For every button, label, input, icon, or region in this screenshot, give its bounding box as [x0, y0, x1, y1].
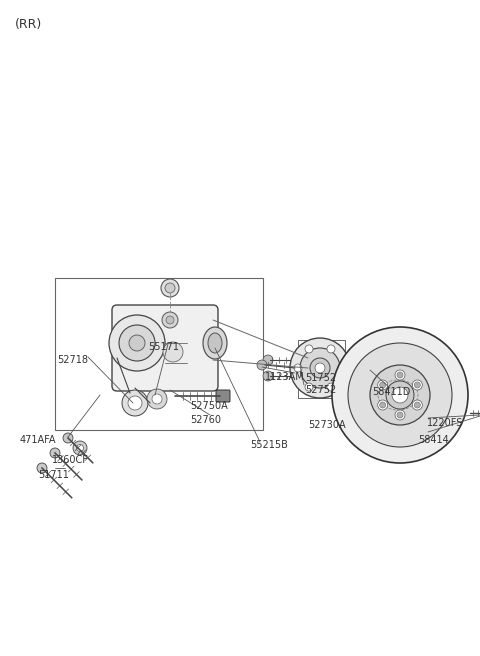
- Circle shape: [378, 400, 388, 410]
- Circle shape: [290, 338, 350, 398]
- Circle shape: [147, 389, 167, 409]
- Circle shape: [109, 315, 165, 371]
- Text: 52718: 52718: [57, 355, 88, 365]
- Text: 1360CF: 1360CF: [52, 455, 89, 465]
- FancyBboxPatch shape: [216, 390, 230, 402]
- Circle shape: [294, 364, 302, 372]
- Circle shape: [414, 402, 420, 408]
- Circle shape: [165, 283, 175, 293]
- Circle shape: [378, 380, 388, 390]
- Circle shape: [162, 312, 178, 328]
- Circle shape: [386, 381, 414, 409]
- Circle shape: [300, 348, 340, 388]
- Circle shape: [414, 382, 420, 388]
- Circle shape: [263, 371, 273, 381]
- Circle shape: [122, 390, 148, 416]
- Circle shape: [163, 342, 183, 362]
- Circle shape: [257, 360, 267, 370]
- Circle shape: [63, 433, 73, 443]
- Circle shape: [37, 463, 47, 473]
- Circle shape: [76, 445, 84, 451]
- Text: 58411D: 58411D: [372, 387, 410, 397]
- Circle shape: [119, 325, 155, 361]
- Text: 1220FS: 1220FS: [427, 418, 463, 428]
- FancyBboxPatch shape: [112, 305, 218, 391]
- Text: (RR): (RR): [15, 18, 42, 31]
- Text: 471AFA: 471AFA: [20, 435, 57, 445]
- Text: 55215B: 55215B: [250, 440, 288, 450]
- Circle shape: [327, 383, 335, 391]
- Text: 51752: 51752: [305, 373, 336, 383]
- Circle shape: [338, 364, 346, 372]
- Text: 51711: 51711: [38, 470, 69, 480]
- Circle shape: [310, 358, 330, 378]
- Circle shape: [395, 370, 405, 380]
- Circle shape: [380, 402, 385, 408]
- Circle shape: [50, 448, 60, 458]
- Circle shape: [412, 380, 422, 390]
- Circle shape: [348, 343, 452, 447]
- Circle shape: [397, 412, 403, 418]
- Circle shape: [129, 335, 145, 351]
- Text: 55171: 55171: [148, 342, 179, 352]
- Text: 52750A: 52750A: [190, 401, 228, 411]
- Circle shape: [395, 410, 405, 420]
- Text: 52760: 52760: [190, 415, 221, 425]
- Circle shape: [392, 387, 408, 403]
- Text: 52730A: 52730A: [308, 420, 346, 430]
- Circle shape: [166, 316, 174, 324]
- Circle shape: [370, 365, 430, 425]
- Circle shape: [152, 394, 162, 404]
- Circle shape: [161, 279, 179, 297]
- Circle shape: [332, 327, 468, 463]
- Circle shape: [397, 372, 403, 378]
- Circle shape: [263, 355, 273, 365]
- Circle shape: [380, 382, 385, 388]
- Ellipse shape: [203, 327, 227, 359]
- Circle shape: [73, 441, 87, 455]
- Circle shape: [305, 345, 313, 353]
- Circle shape: [128, 396, 142, 410]
- Text: 58414: 58414: [418, 435, 449, 445]
- Ellipse shape: [208, 333, 222, 353]
- Circle shape: [412, 400, 422, 410]
- Circle shape: [327, 345, 335, 353]
- Text: 52752: 52752: [305, 385, 336, 395]
- Text: 1123AM: 1123AM: [265, 372, 305, 382]
- Bar: [298, 340, 345, 398]
- Circle shape: [315, 363, 325, 373]
- Bar: [55, 278, 263, 430]
- Circle shape: [305, 383, 313, 391]
